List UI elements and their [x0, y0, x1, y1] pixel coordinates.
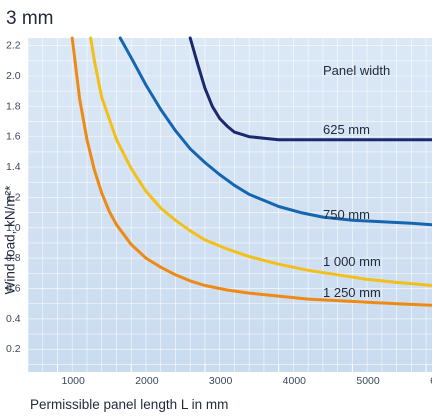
y-tick-label: 1.0	[6, 222, 21, 234]
annotations: Panel width 625 mm 750 mm 1 000 mm 1 250…	[323, 63, 390, 300]
x-tick-label: 6000	[430, 375, 432, 387]
y-tick-label: 0.2	[6, 343, 21, 355]
chart-title: 3 mm	[6, 8, 54, 29]
series-line-625-mm	[188, 36, 432, 142]
y-tick-label: 1.4	[6, 161, 21, 173]
x-tick-label: 1000	[61, 375, 85, 387]
y-axis-label: Wind load, kN/m²*	[2, 185, 18, 295]
plot-area	[28, 38, 432, 372]
series-line-1-250-mm	[70, 36, 432, 307]
series-label-625: 625 mm	[323, 122, 370, 137]
tick-labels: 1000 2000 3000 4000 5000 6000 0.2 0.4 0.6 0.8 1.0 1…	[6, 40, 432, 387]
y-tick-label: 2.0	[6, 70, 21, 82]
x-tick-label: 2000	[135, 375, 159, 387]
y-tick-label: 1.8	[6, 100, 21, 112]
y-tick-label: 1.2	[6, 191, 21, 203]
y-tick-label: 0.8	[6, 252, 21, 264]
grid	[27, 38, 432, 372]
x-axis-label: Permissible panel length L in mm	[30, 397, 229, 412]
series-lines	[70, 36, 432, 307]
series-label-750: 750 mm	[323, 207, 370, 222]
x-tick-label: 4000	[283, 375, 307, 387]
y-tick-label: 2.2	[6, 40, 21, 52]
legend-title: Panel width	[323, 63, 390, 78]
series-line-750-mm	[118, 36, 432, 227]
x-tick-label: 3000	[209, 375, 233, 387]
y-tick-label: 1.6	[6, 131, 21, 143]
y-tick-label: 0.6	[6, 283, 21, 295]
y-tick-label: 0.4	[6, 313, 21, 325]
series-line-1-000-mm	[89, 36, 432, 287]
series-label-1000: 1 000 mm	[323, 254, 381, 269]
x-tick-label: 5000	[356, 375, 380, 387]
series-label-1250: 1 250 mm	[323, 285, 381, 300]
